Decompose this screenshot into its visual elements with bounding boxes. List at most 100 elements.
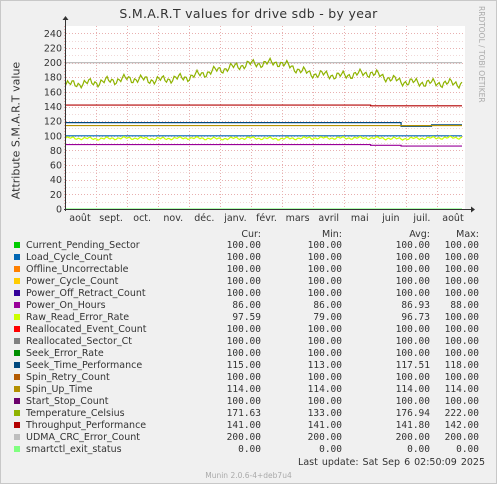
legend-value-max: 114.00 xyxy=(444,384,479,395)
legend-value-max: 200.00 xyxy=(444,432,479,443)
legend-value-avg: 100.00 xyxy=(395,348,430,359)
x-tick-label: févr. xyxy=(256,213,277,224)
legend-series-name: Spin_Retry_Count xyxy=(26,372,110,383)
legend-row: Spin_Up_Time 114.00 114.00 114.00 114.00 xyxy=(14,384,484,396)
x-tick-label: janv. xyxy=(223,213,246,224)
legend-row: Power_Cycle_Count 100.00 100.00 100.00 100.0… xyxy=(14,276,484,288)
legend-value-cur: 100.00 xyxy=(226,396,261,407)
legend-value-cur: 115.00 xyxy=(226,360,261,371)
legend-value-min: 79.00 xyxy=(313,312,342,323)
legend-row: Power_On_Hours 86.00 86.00 86.93 88.00 xyxy=(14,300,484,312)
legend-swatch xyxy=(14,326,20,332)
legend-series-name: Current_Pending_Sector xyxy=(26,240,140,251)
legend-value-cur: 100.00 xyxy=(226,336,261,347)
legend-value-max: 100.00 xyxy=(444,252,479,263)
y-tick-label: 140 xyxy=(44,102,62,113)
legend-row: Offline_Uncorrectable 100.00 100.00 100.00 1… xyxy=(14,264,484,276)
legend-value-min: 100.00 xyxy=(307,348,342,359)
legend-row: Seek_Time_Performance 115.00 113.00 117.51 1… xyxy=(14,360,484,372)
legend-row: Throughput_Performance 141.00 141.00 141.80… xyxy=(14,420,484,432)
y-tick-label: 180 xyxy=(44,73,62,84)
legend-value-avg: 176.94 xyxy=(395,408,430,419)
legend-series-name: Seek_Time_Performance xyxy=(26,360,143,371)
series-line-temperature-celsius xyxy=(65,56,463,90)
x-tick-label: nov. xyxy=(163,213,183,224)
series-line-seek-time-performance xyxy=(66,122,462,127)
legend-value-max: 100.00 xyxy=(444,264,479,275)
legend-value-cur: 100.00 xyxy=(226,324,261,335)
legend-value-min: 114.00 xyxy=(307,384,342,395)
legend-value-min: 133.00 xyxy=(307,408,342,419)
y-tick-label: 20 xyxy=(50,190,62,201)
chart-title: S.M.A.R.T values for drive sdb - by year xyxy=(119,6,378,21)
legend-value-max: 100.00 xyxy=(444,276,479,287)
series-line-power-on-hours xyxy=(66,143,462,147)
legend-series-name: Reallocated_Event_Count xyxy=(26,324,147,335)
legend-value-avg: 100.00 xyxy=(395,240,430,251)
legend-row: Start_Stop_Count 100.00 100.00 100.00 100.00 xyxy=(14,396,484,408)
legend-row: smartctl_exit_status 0.00 0.00 0.00 0.00 xyxy=(14,444,484,456)
legend-value-cur: 100.00 xyxy=(226,372,261,383)
legend-value-max: 100.00 xyxy=(444,312,479,323)
y-tick-label: 100 xyxy=(44,131,62,142)
legend-swatch xyxy=(14,398,20,404)
legend-value-avg: 100.00 xyxy=(395,336,430,347)
legend-value-avg: 100.00 xyxy=(395,276,430,287)
legend-value-cur: 86.00 xyxy=(232,300,261,311)
legend-value-cur: 200.00 xyxy=(226,432,261,443)
legend-row: Load_Cycle_Count 100.00 100.00 100.00 100.00 xyxy=(14,252,484,264)
legend-value-min: 100.00 xyxy=(307,324,342,335)
legend-value-cur: 100.00 xyxy=(226,288,261,299)
legend-value-max: 0.00 xyxy=(456,444,479,455)
legend-series-name: Seek_Error_Rate xyxy=(26,348,104,359)
plot-area xyxy=(66,26,465,209)
legend-swatch xyxy=(14,302,20,308)
legend-series-name: Offline_Uncorrectable xyxy=(26,264,129,275)
legend-value-avg: 100.00 xyxy=(395,372,430,383)
legend-value-cur: 100.00 xyxy=(226,264,261,275)
x-tick-label: mars xyxy=(286,213,310,224)
legend-swatch xyxy=(14,386,20,392)
legend-row: Spin_Retry_Count 100.00 100.00 100.00 100.00 xyxy=(14,372,484,384)
legend-value-cur: 0.00 xyxy=(238,444,261,455)
legend-value-min: 100.00 xyxy=(307,240,342,251)
legend-value-max: 88.00 xyxy=(450,300,479,311)
legend-series-name: Temperature_Celsius xyxy=(26,408,125,419)
munin-version: Munin 2.0.6-4+deb7u4 xyxy=(205,471,292,480)
legend-swatch xyxy=(14,374,20,380)
legend-row: Current_Pending_Sector 100.00 100.00 100.00… xyxy=(14,240,484,252)
legend-value-cur: 100.00 xyxy=(226,276,261,287)
legend-series-name: Power_Cycle_Count xyxy=(26,276,119,287)
legend-value-min: 0.00 xyxy=(319,444,342,455)
header-min: Min: xyxy=(321,229,342,240)
legend-value-max: 100.00 xyxy=(444,324,479,335)
x-tick-label: août xyxy=(69,213,91,224)
legend-value-avg: 100.00 xyxy=(395,324,430,335)
legend-value-avg: 96.73 xyxy=(401,312,430,323)
legend-row: UDMA_CRC_Error_Count 200.00 200.00 200.00 20… xyxy=(14,432,484,444)
y-tick-label: 240 xyxy=(44,29,62,40)
y-tick-label: 40 xyxy=(50,175,62,186)
legend-series-name: Spin_Up_Time xyxy=(26,384,93,395)
y-tick-label: 80 xyxy=(50,146,62,157)
legend-value-min: 100.00 xyxy=(307,252,342,263)
legend-series-name: Power_On_Hours xyxy=(26,300,106,311)
legend-value-max: 100.00 xyxy=(444,348,479,359)
legend-swatch xyxy=(14,446,20,452)
legend-value-max: 100.00 xyxy=(444,336,479,347)
legend-series-name: Throughput_Performance xyxy=(26,420,147,431)
y-axis-arrow-icon xyxy=(62,16,69,20)
legend-swatch xyxy=(14,278,20,284)
header-avg: Avg: xyxy=(409,229,430,240)
y-tick-label: 160 xyxy=(44,87,62,98)
x-tick-label: avril xyxy=(318,213,339,224)
y-tick-label: 0 xyxy=(56,205,62,216)
legend-swatch xyxy=(14,350,20,356)
x-tick-label: mai xyxy=(351,213,369,224)
series-line-raw-read-error-rate xyxy=(65,135,463,141)
legend-value-avg: 86.93 xyxy=(401,300,430,311)
x-tick-label: oct. xyxy=(133,213,151,224)
legend-value-avg: 141.80 xyxy=(395,420,430,431)
legend-swatch xyxy=(14,242,20,248)
